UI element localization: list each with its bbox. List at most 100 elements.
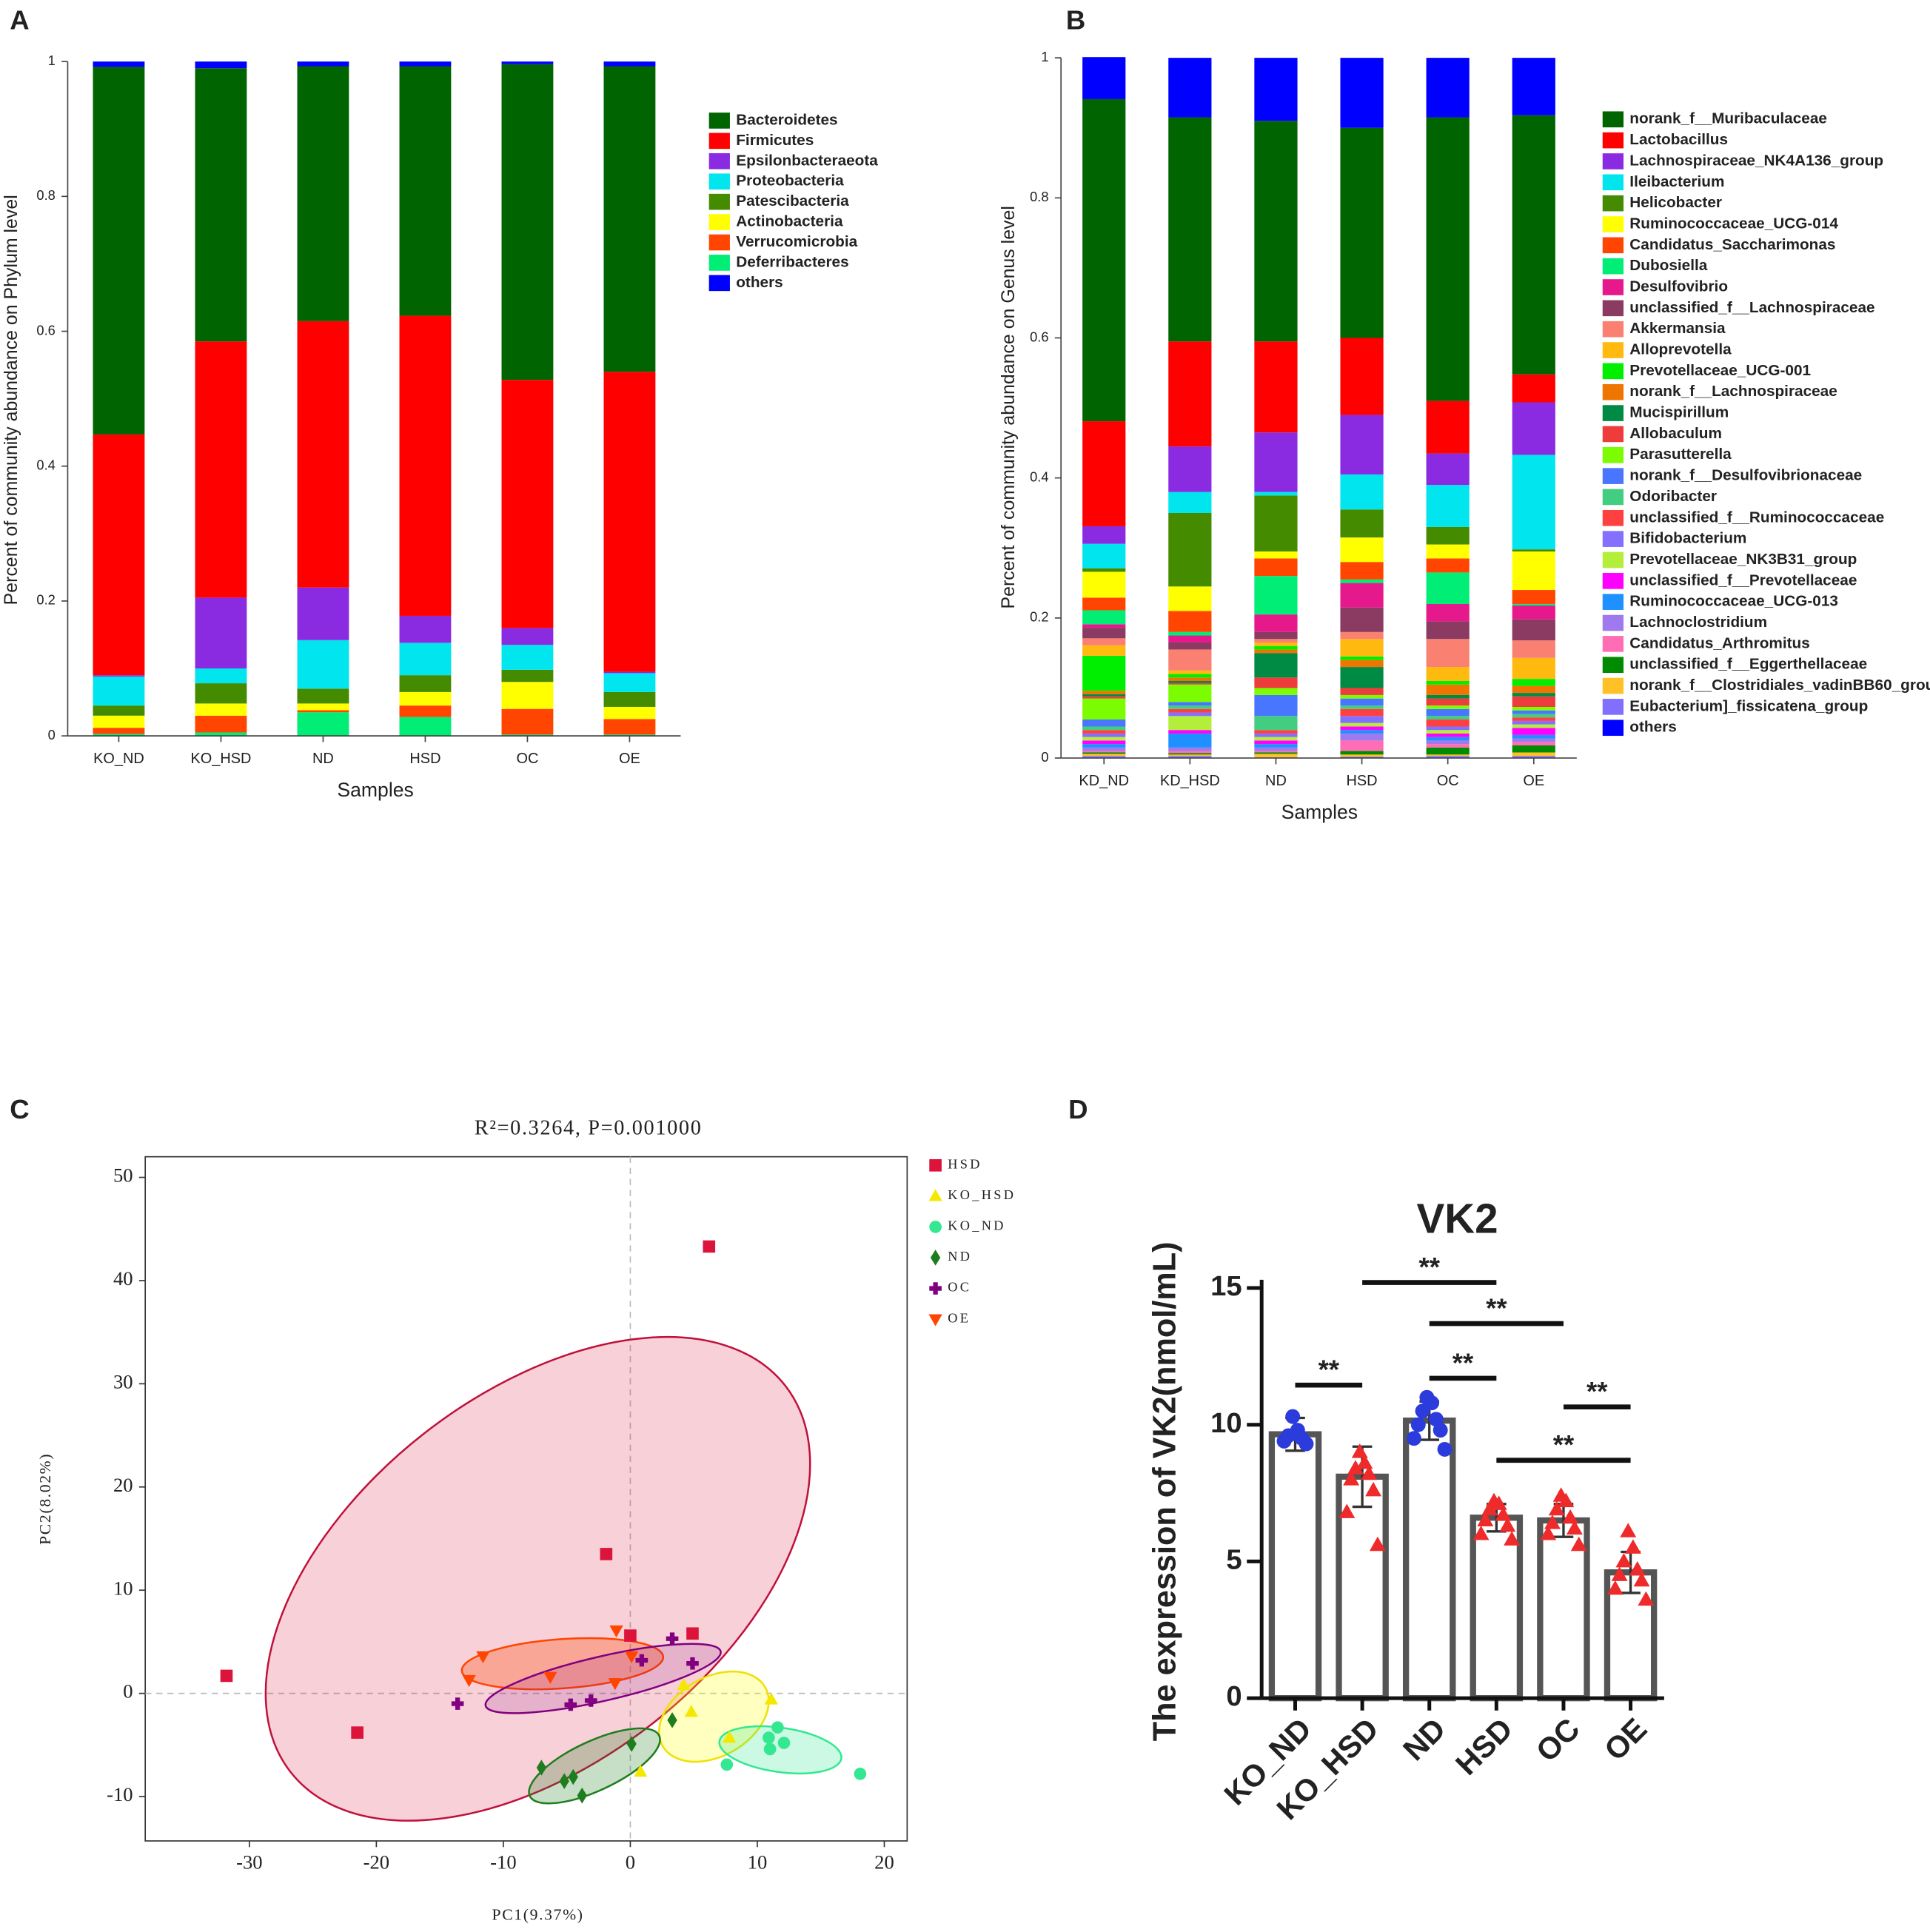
legend-swatch — [1602, 636, 1624, 652]
marker — [1566, 1520, 1583, 1535]
legend-swatch — [1602, 573, 1624, 589]
bar-segment — [1082, 740, 1126, 745]
bar-segment — [195, 597, 247, 669]
bar-segment — [501, 734, 554, 737]
bar-segment — [501, 61, 554, 64]
bar-segment — [297, 66, 349, 321]
bar-segment — [1512, 745, 1555, 753]
bar-segment — [1426, 684, 1470, 695]
bar-segment — [1168, 642, 1212, 650]
bar-segment — [1512, 696, 1555, 707]
bar-segment — [1254, 653, 1298, 678]
bar-segment — [1254, 747, 1298, 751]
significance-label: ** — [1319, 1355, 1340, 1385]
marker — [1343, 1471, 1360, 1486]
bar-segment — [603, 691, 656, 707]
y-axis-label: Percent of community abundance on Phylum… — [1, 195, 21, 605]
marker — [763, 1743, 777, 1756]
marker — [764, 1692, 778, 1705]
legend-label: Lachnoclostridium — [1629, 614, 1767, 631]
bar-segment — [603, 734, 656, 737]
marker — [543, 1671, 557, 1684]
marker — [929, 1282, 942, 1295]
bar-segment — [501, 708, 554, 735]
legend-label: KO_HSD — [948, 1187, 1016, 1202]
bar-segment — [1254, 645, 1298, 650]
marker — [677, 1677, 691, 1691]
legend-swatch — [1602, 363, 1624, 380]
bar-segment — [1426, 708, 1470, 717]
bar-segment — [1082, 720, 1126, 727]
bar-segment — [1254, 688, 1298, 695]
legend-swatch — [708, 214, 730, 230]
legend-swatch — [1602, 699, 1624, 715]
marker — [1615, 1552, 1632, 1568]
legend-label: Bacteroidetes — [736, 111, 837, 128]
legend-label: norank_f__Muribaculaceae — [1629, 110, 1827, 127]
bar-segment — [93, 61, 145, 67]
bar-segment — [1426, 747, 1470, 755]
bar-segment — [1512, 374, 1555, 403]
bar-segment — [1512, 738, 1555, 742]
bar-segment — [1426, 639, 1470, 668]
bar-segment — [1426, 621, 1470, 640]
bar-segment — [1512, 58, 1555, 115]
marker — [1499, 1517, 1516, 1532]
bar-segment — [1340, 656, 1384, 660]
bar-segment — [93, 705, 145, 716]
bar-segment — [1254, 740, 1298, 745]
bar-segment — [1168, 682, 1212, 685]
legend-label: Candidatus_Arthromitus — [1629, 634, 1809, 651]
bar-segment — [1254, 551, 1298, 559]
y-tick-label: 0.4 — [1030, 469, 1048, 485]
marker — [1369, 1536, 1386, 1552]
bar-segment — [1168, 670, 1212, 674]
bar-segment — [1426, 733, 1470, 737]
marker — [1620, 1523, 1637, 1537]
legend-label: Firmicutes — [736, 132, 814, 149]
marker — [1299, 1436, 1314, 1452]
legend-label: norank_f__Lachnospiraceae — [1629, 383, 1837, 400]
bar-segment — [603, 61, 656, 67]
bar-segment — [1512, 685, 1555, 694]
y-tick-label: 0 — [1041, 749, 1048, 765]
marker — [1477, 1512, 1494, 1526]
ellipses — [264, 1335, 842, 1822]
bar-segment — [1340, 722, 1384, 727]
y-tick-label: 5 — [1226, 1544, 1242, 1576]
bar-segment — [297, 703, 349, 711]
bar-segment — [501, 682, 554, 709]
bar-segment — [1426, 744, 1470, 748]
bar-segment — [1512, 657, 1555, 680]
bar — [1268, 1431, 1322, 1702]
bar-segment — [1512, 603, 1555, 606]
x-tick-label: KO_HSD — [190, 751, 251, 767]
bar-segment — [1426, 572, 1470, 604]
bar-segment — [1082, 730, 1126, 734]
bar-segment — [1082, 655, 1126, 691]
bar-segment — [1426, 740, 1470, 745]
marker — [1347, 1460, 1364, 1475]
bar-segment — [1254, 639, 1298, 643]
marker — [1415, 1403, 1430, 1419]
marker — [930, 1250, 941, 1266]
bar-segment — [1512, 717, 1555, 721]
legend-label: Candidatus_Saccharimonas — [1629, 236, 1835, 253]
bar-segment — [1168, 730, 1212, 734]
bar-segment — [195, 703, 247, 716]
legend-label: norank_f__Clostridiales_vadinBB60_group — [1629, 677, 1930, 694]
bar-segment — [1426, 720, 1470, 727]
bar-segment — [1426, 754, 1470, 757]
bar-segment — [1168, 756, 1212, 759]
bar-segment — [1082, 752, 1126, 754]
bar-segment — [1082, 726, 1126, 731]
marker — [451, 1697, 464, 1710]
bar-segment — [1426, 716, 1470, 720]
panel-label: C — [10, 1094, 29, 1124]
legend-swatch — [1602, 195, 1624, 212]
bar-segment — [1168, 58, 1212, 118]
x-tick-label: OC — [1437, 773, 1459, 789]
legend-label: ND — [948, 1249, 972, 1264]
legend-label: OC — [948, 1280, 971, 1295]
